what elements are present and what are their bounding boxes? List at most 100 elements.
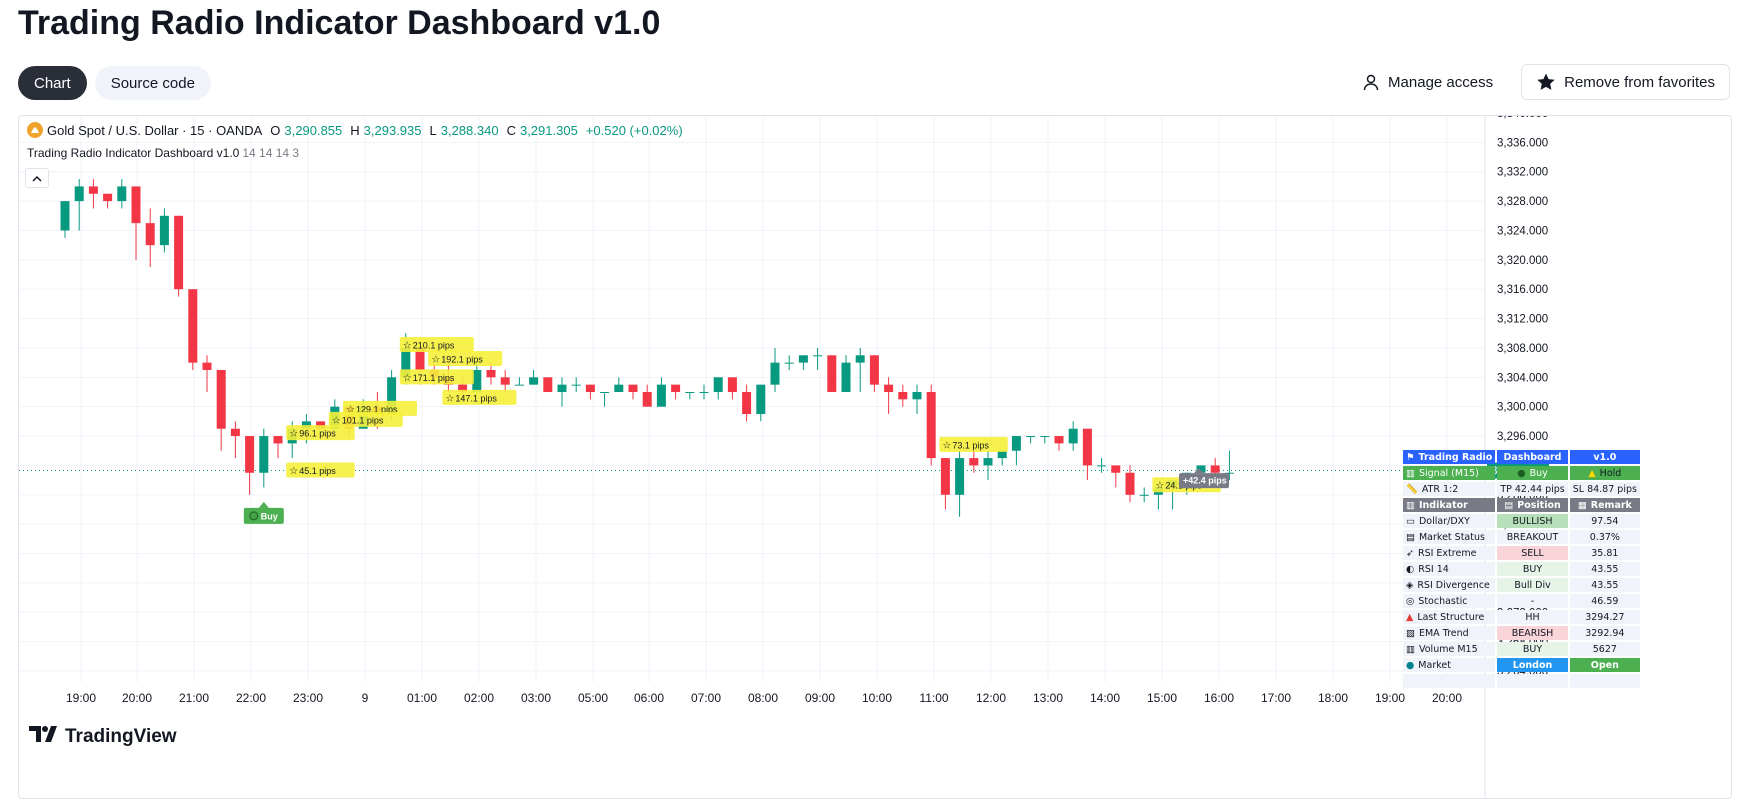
time-axis-label: 02:00 [464,691,494,705]
candle-body [1011,436,1021,451]
user-icon [1362,73,1380,91]
time-axis-label: 19:00 [66,691,96,705]
pips-label: 147.1 pips [455,393,497,403]
candle-body [1040,436,1050,438]
candle-body [230,428,240,437]
atr-label: 📏 ATR 1:2 [1403,482,1496,496]
time-axis-label: 14:00 [1090,691,1120,705]
candle-body [1196,465,1206,473]
price-change: +0.520 (+0.02%) [585,122,683,138]
star-icon: ☆ [403,373,412,384]
star-icon: ☆ [289,466,298,477]
collapse-legend-button[interactable] [25,168,49,188]
candle-body [131,186,141,224]
indicator-remark: 35.81 [1569,546,1640,560]
time-axis-label: 12:00 [976,691,1006,705]
candle-body [529,377,539,385]
subheader-cell: ▤ Position [1497,498,1568,512]
star-icon: ☆ [942,440,951,451]
candle-body [671,384,681,392]
candle-body [401,347,411,378]
projection-label: +42.4 pips [1183,476,1227,486]
triangle-icon: ▲ [1406,611,1414,623]
chart-icon: ▥ [1406,467,1415,479]
indicator-row: ▨ EMA Trend BEARISH 3292.94 [1403,626,1640,640]
indicator-position: BREAKOUT [1497,530,1568,544]
candle-body [798,355,808,363]
warning-icon: ▲ [1588,467,1596,479]
pips-label: 171.1 pips [413,373,455,383]
candle-body [301,421,311,429]
memo-icon: ▤ [1406,531,1415,543]
atr-sl: SL 84.87 pips [1569,482,1640,496]
indicator-row: ▥ Volume M15 BUY 5627 [1403,642,1640,656]
pips-label: 192.1 pips [441,354,483,364]
candle-body [656,384,666,407]
pips-label-bg [399,337,474,353]
candle-body [1210,465,1220,473]
time-axis-label: 09:00 [805,691,835,705]
dashboard-header: ⚑ Trading Radio Dashboard v1.0 [1403,450,1640,464]
projection-bg [1179,473,1229,489]
candle-body [813,355,823,357]
indicator-row: ◐ RSI 14 BUY 43.55 [1403,562,1640,576]
pips-label-bg [428,350,503,366]
remove-favorites-button[interactable]: Remove from favorites [1521,64,1730,100]
price-axis-label: 3,332.000 [1497,167,1548,179]
indicator-label: ◈ RSI Divergence [1403,578,1496,592]
time-axis-label: 11:00 [919,691,948,705]
indicator-remark: 3294.27 [1569,610,1640,624]
pips-label: 73.1 pips [952,440,989,450]
signal-row: ▥ Signal (M15) ● Buy ▲ Hold [1403,466,1640,480]
pips-label: 129.1 pips [356,404,398,414]
time-axis-label: 01:00 [407,691,437,705]
price-axis-label: 3,336.000 [1497,137,1548,149]
symbol-legend: Gold Spot / U.S. Dollar · 15 · OANDA O 3,… [27,122,683,138]
price-axis-label: 3,340.000 [1497,116,1548,120]
symbol-name[interactable]: Gold Spot / U.S. Dollar · 15 · OANDA [47,122,263,138]
candle-body [159,215,169,246]
price-axis-label: 3,296.000 [1497,431,1548,443]
tradingview-logo[interactable]: TradingView [29,726,177,748]
time-axis-label: 07:00 [691,691,721,705]
pips-label: 210.1 pips [413,341,455,351]
dashboard-subheader: ▥ Indikator ▤ Position ▦ Remark [1403,498,1640,512]
tab-source-code[interactable]: Source code [94,66,211,100]
indicator-row: ◈ RSI Divergence Bull Div 43.55 [1403,578,1640,592]
close-key: C [506,122,516,138]
tab-chart[interactable]: Chart [18,66,87,100]
indicator-label: ▲ Last Structure [1403,610,1496,624]
subheader-cell: ▦ Remark [1569,498,1640,512]
indicator-remark: 5627 [1569,642,1640,656]
indicator-label: ◐ RSI 14 [1403,562,1496,576]
indicator-label: ▥ Volume M15 [1403,642,1496,656]
high-value: 3,293.935 [363,122,422,138]
candle-body [1097,465,1107,467]
indicator-row: ▲ Last Structure HH 3294.27 [1403,610,1640,624]
grid-icon: ▦ [1577,499,1587,511]
ruler-icon: 📏 [1406,483,1418,495]
signal-label: ▥ Signal (M15) [1403,466,1496,480]
high-key: H [350,122,360,138]
gold-coin-icon [27,122,43,138]
indicator-row: ▭ Dollar/DXY BULLISH 97.54 [1403,514,1640,528]
candle-body [543,377,553,392]
banknote-icon: ▭ [1406,515,1415,527]
chart-widget[interactable]: 19:00 20:00 21:00 22:00 23:00 9 01:00 02:00 03:0… [18,115,1732,799]
price-axis-label: 3,328.000 [1497,196,1548,208]
open-value: 3,290.855 [284,122,343,138]
candle-body [898,392,908,400]
time-axis-label: 10:00 [862,691,892,705]
indicator-legend[interactable]: Trading Radio Indicator Dashboard v1.0 14… [27,146,299,160]
star-icon: ☆ [332,415,341,426]
candle-body [1026,436,1036,438]
candle-body [557,384,567,392]
time-axis-label: 06:00 [634,691,664,705]
manage-access-button[interactable]: Manage access [1348,65,1507,99]
pips-label-bg [286,425,355,441]
tradingview-logo-icon [29,726,59,748]
low-value: 3,288.340 [440,122,499,138]
pips-label-bg [939,436,1008,452]
time-axis-label: 17:00 [1261,691,1291,705]
candle-body [955,458,965,495]
